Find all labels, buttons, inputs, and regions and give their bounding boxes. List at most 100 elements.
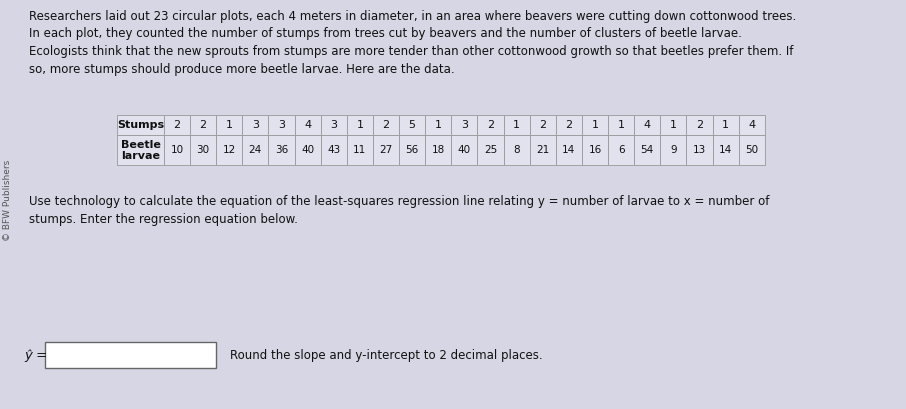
Text: Researchers laid out 23 circular plots, each 4 meters in diameter, in an area wh: Researchers laid out 23 circular plots, … — [29, 10, 796, 23]
Text: 24: 24 — [249, 145, 262, 155]
Bar — [242, 135, 268, 165]
Bar — [45, 342, 217, 368]
Bar — [451, 115, 477, 135]
Bar — [477, 115, 504, 135]
Text: 54: 54 — [641, 145, 654, 155]
Bar — [582, 135, 608, 165]
Bar — [608, 115, 634, 135]
Text: 14: 14 — [563, 145, 575, 155]
Text: 50: 50 — [745, 145, 758, 155]
Bar — [608, 135, 634, 165]
Text: In each plot, they counted the number of stumps from trees cut by beavers and th: In each plot, they counted the number of… — [29, 27, 742, 40]
Text: 1: 1 — [670, 120, 677, 130]
Text: stumps. Enter the regression equation below.: stumps. Enter the regression equation be… — [29, 213, 298, 225]
Bar — [634, 135, 660, 165]
Bar — [164, 135, 190, 165]
Text: 14: 14 — [719, 145, 732, 155]
Bar — [504, 135, 530, 165]
Bar — [555, 115, 582, 135]
Bar — [687, 115, 712, 135]
Bar — [217, 135, 242, 165]
Text: Round the slope and y-intercept to 2 decimal places.: Round the slope and y-intercept to 2 dec… — [230, 348, 543, 362]
Text: 4: 4 — [304, 120, 311, 130]
Text: 3: 3 — [461, 120, 467, 130]
Bar — [477, 135, 504, 165]
Text: 3: 3 — [252, 120, 259, 130]
Text: 11: 11 — [353, 145, 367, 155]
Text: 2: 2 — [487, 120, 494, 130]
Bar — [712, 115, 738, 135]
Text: 30: 30 — [197, 145, 209, 155]
Text: 4: 4 — [643, 120, 651, 130]
Text: Beetle: Beetle — [120, 140, 160, 150]
Text: 8: 8 — [514, 145, 520, 155]
Text: 1: 1 — [722, 120, 729, 130]
Text: 12: 12 — [223, 145, 236, 155]
Bar — [451, 135, 477, 165]
Bar — [660, 135, 687, 165]
Text: larvae: larvae — [121, 151, 160, 161]
Bar — [373, 135, 399, 165]
Text: 56: 56 — [406, 145, 419, 155]
Text: Use technology to calculate the equation of the least-squares regression line re: Use technology to calculate the equation… — [29, 195, 769, 208]
Text: 2: 2 — [565, 120, 573, 130]
Bar — [268, 115, 294, 135]
Bar — [530, 135, 555, 165]
Text: 43: 43 — [327, 145, 341, 155]
Bar — [530, 115, 555, 135]
Bar — [555, 135, 582, 165]
Bar — [294, 135, 321, 165]
Bar — [117, 115, 164, 135]
Text: 21: 21 — [536, 145, 549, 155]
Text: 10: 10 — [170, 145, 184, 155]
Text: 2: 2 — [173, 120, 180, 130]
Text: 2: 2 — [199, 120, 207, 130]
Bar — [242, 115, 268, 135]
Bar — [738, 135, 765, 165]
Bar — [347, 135, 373, 165]
Text: 2: 2 — [539, 120, 546, 130]
Bar — [294, 115, 321, 135]
Text: 4: 4 — [748, 120, 756, 130]
Bar — [268, 135, 294, 165]
Text: 16: 16 — [588, 145, 602, 155]
Bar — [321, 115, 347, 135]
Bar — [425, 115, 451, 135]
Text: 1: 1 — [618, 120, 624, 130]
Bar — [582, 115, 608, 135]
Text: 1: 1 — [513, 120, 520, 130]
Text: Stumps: Stumps — [117, 120, 164, 130]
Text: 3: 3 — [278, 120, 285, 130]
Text: 2: 2 — [696, 120, 703, 130]
Bar — [164, 115, 190, 135]
Text: 18: 18 — [431, 145, 445, 155]
Bar — [634, 115, 660, 135]
Bar — [712, 135, 738, 165]
Text: 40: 40 — [458, 145, 471, 155]
Text: 5: 5 — [409, 120, 416, 130]
Bar — [373, 115, 399, 135]
Bar — [687, 135, 712, 165]
Bar — [504, 115, 530, 135]
Text: 1: 1 — [592, 120, 599, 130]
Text: 1: 1 — [226, 120, 233, 130]
Text: ŷ =: ŷ = — [24, 348, 48, 362]
Text: 13: 13 — [693, 145, 706, 155]
Text: 1: 1 — [435, 120, 442, 130]
Text: 9: 9 — [670, 145, 677, 155]
Text: 1: 1 — [356, 120, 363, 130]
Text: 27: 27 — [380, 145, 392, 155]
Text: 40: 40 — [301, 145, 314, 155]
Bar — [190, 115, 217, 135]
Text: © BFW Publishers: © BFW Publishers — [3, 160, 12, 240]
Text: so, more stumps should produce more beetle larvae. Here are the data.: so, more stumps should produce more beet… — [29, 63, 455, 76]
Bar — [399, 135, 425, 165]
Bar — [399, 115, 425, 135]
Bar — [660, 115, 687, 135]
Bar — [425, 135, 451, 165]
Text: 3: 3 — [330, 120, 337, 130]
Bar — [321, 135, 347, 165]
Text: 25: 25 — [484, 145, 497, 155]
Text: 2: 2 — [382, 120, 390, 130]
Bar — [347, 115, 373, 135]
